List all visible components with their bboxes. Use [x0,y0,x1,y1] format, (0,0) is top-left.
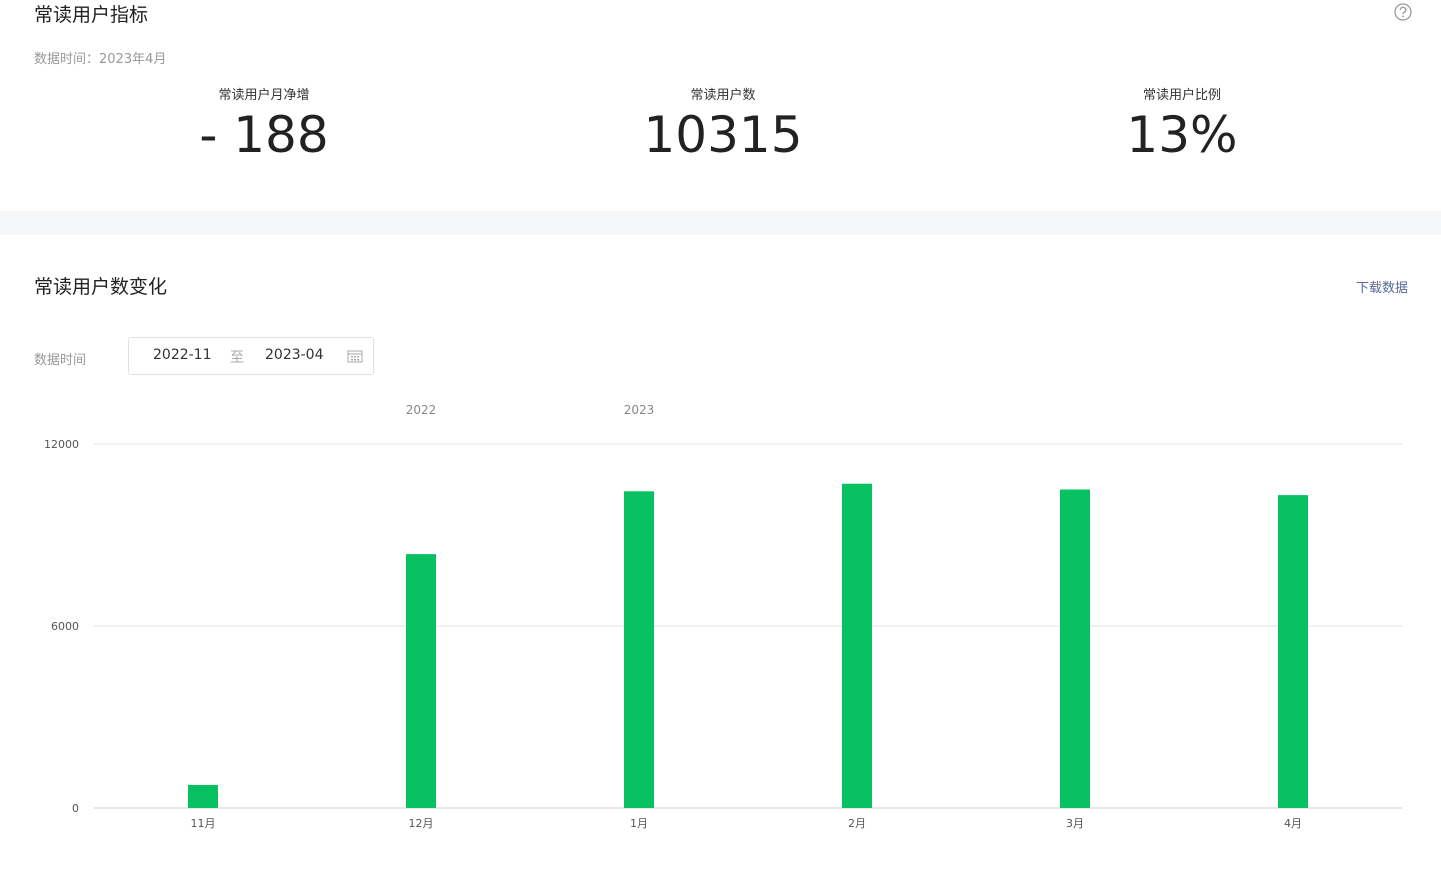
bar [188,784,218,808]
metric: 常读用户月净增 - 188 [114,84,414,163]
year-label: 2023 [624,403,655,417]
end-date[interactable]: 2023-04 [265,347,324,363]
metric: 常读用户数 10315 [573,84,873,163]
year-label: 2022 [406,403,437,417]
date-label: 数据时间 [34,353,87,368]
bar [624,491,654,808]
x-tick-label: 2月 [848,817,866,830]
download-link[interactable]: 下载数据 [1356,281,1409,296]
calendar-icon [347,350,363,363]
help-icon[interactable] [1393,2,1413,22]
x-tick-label: 3月 [1066,817,1084,830]
x-tick-label: 11月 [191,817,216,830]
divider [0,211,1441,235]
chart: 0 6000 12000 11月 12月 2022 1月 2023 2月 3月 4月 [44,403,1402,830]
data-time: 数据时间：2023年4月 [34,52,167,67]
y-tick-label: 6000 [51,620,79,633]
metric-label: 常读用户数 [690,88,756,103]
y-tick-label: 12000 [44,438,79,451]
section-title: 常读用户数变化 [34,276,168,298]
metric-label: 常读用户月净增 [218,88,310,103]
x-tick-label: 12月 [409,817,434,830]
section-title: 常读用户指标 [34,4,149,26]
range-separator: 至 [230,350,244,366]
metric-label: 常读用户比例 [1142,88,1221,103]
metric: 常读用户比例 13% [1032,84,1332,163]
x-tick-label: 4月 [1284,817,1302,830]
y-tick-label: 0 [72,802,79,815]
bar [1060,489,1090,808]
bar [406,554,436,808]
date-range-picker[interactable]: 2022-11 至 2023-04 [128,337,374,375]
bar [1278,495,1308,808]
metric-value: 10315 [643,106,803,164]
bar [842,483,872,808]
metric-value: - 188 [199,106,329,164]
metric-value: 13% [1126,106,1238,164]
start-date[interactable]: 2022-11 [153,347,212,363]
x-tick-label: 1月 [630,817,648,830]
